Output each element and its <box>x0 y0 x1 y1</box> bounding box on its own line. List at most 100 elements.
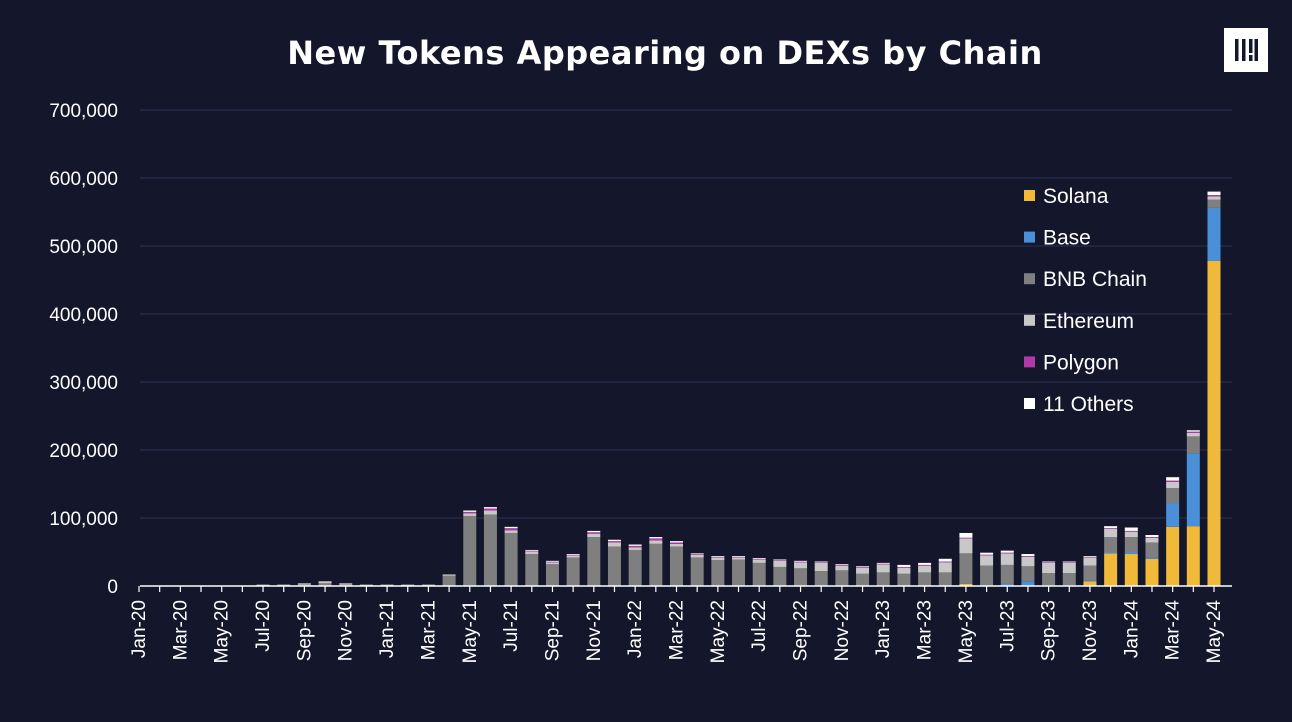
bar-segment <box>732 559 746 586</box>
bar-segment <box>545 561 559 563</box>
x-tick-label: Jul-21 <box>501 600 522 652</box>
bar-stack-Mar-23 <box>918 562 932 586</box>
bar-stack-Nov-21 <box>587 530 601 586</box>
bar-segment <box>711 560 725 586</box>
bar-segment <box>856 567 870 574</box>
x-tick-label: Sep-23 <box>1039 600 1060 661</box>
bar-segment <box>1145 537 1159 543</box>
x-tick-label: Jul-23 <box>997 600 1018 652</box>
bar-segment <box>463 511 477 514</box>
bar-stack-Feb-23 <box>897 564 911 586</box>
bar-segment <box>876 562 890 564</box>
bar-segment <box>876 572 890 586</box>
bar-segment <box>1207 207 1221 261</box>
bar-stack-Oct-21 <box>566 554 580 586</box>
x-tick-label: Mar-24 <box>1163 600 1184 661</box>
bar-segment <box>525 549 539 551</box>
bar-segment <box>835 565 849 571</box>
bar-segment <box>918 565 932 573</box>
bar-segment <box>980 555 994 566</box>
legend-item: 11 Others <box>1024 393 1134 416</box>
y-tick-label: 0 <box>107 577 118 598</box>
x-tick-label: May-20 <box>212 600 233 663</box>
legend-item: Ethereum <box>1024 310 1134 333</box>
bar-segment <box>959 538 973 554</box>
bar-segment <box>1124 537 1138 552</box>
bar-segment <box>752 559 766 563</box>
y-tick-label: 700,000 <box>49 101 118 122</box>
bar-segment <box>1042 573 1056 586</box>
bar-segment <box>938 572 952 586</box>
bar-segment <box>1166 481 1180 489</box>
bar-segment <box>1000 552 1014 554</box>
bar-stack-Jun-21 <box>483 507 497 586</box>
bar-segment <box>1186 431 1200 433</box>
bar-segment <box>690 554 704 558</box>
bar-stack-Jul-21 <box>504 526 518 586</box>
bar-segment <box>483 510 497 515</box>
bar-segment <box>918 562 932 565</box>
bar-segment <box>1062 573 1076 586</box>
x-tick-label: Mar-21 <box>418 600 439 660</box>
bar-segment <box>545 562 559 565</box>
bar-stack-Sep-22 <box>794 560 808 586</box>
bar-segment <box>1042 562 1056 574</box>
bar-segment <box>670 543 683 547</box>
bar-stack-Jul-23 <box>1000 550 1014 586</box>
bar-segment <box>1104 526 1118 529</box>
bar-segment <box>1207 196 1221 200</box>
bar-segment <box>525 551 539 555</box>
bar-segment <box>421 584 435 586</box>
bar-segment <box>566 554 580 556</box>
bar-segment <box>980 565 994 586</box>
bar-segment <box>566 554 580 555</box>
bar-segment <box>1145 558 1159 586</box>
legend: Solana Base BNB Chain Ethereum Polygon 11 Oth… <box>1024 185 1147 416</box>
bar-segment <box>1000 583 1014 586</box>
bar-segment <box>897 567 911 574</box>
bar-segment <box>339 583 353 585</box>
bar-segment <box>732 557 746 560</box>
bar-segment <box>938 558 952 562</box>
bar-segment <box>711 556 725 558</box>
bar-segment <box>1166 503 1180 527</box>
bar-segment <box>814 571 828 586</box>
bar-segment <box>628 547 642 550</box>
x-tick-label: Mar-20 <box>170 600 191 660</box>
bar-segment <box>732 556 746 558</box>
bar-segment <box>835 570 849 586</box>
bar-segment <box>401 584 415 586</box>
grid-lines <box>140 109 1232 519</box>
bar-segment <box>566 557 580 586</box>
y-tick-label: 400,000 <box>49 305 118 326</box>
bar-segment <box>1186 526 1200 586</box>
bar-segment <box>504 532 518 586</box>
x-tick-label: May-21 <box>460 600 481 663</box>
bar-segment <box>752 558 766 560</box>
bar-stack-Apr-21 <box>442 574 456 586</box>
bar-segment <box>525 550 539 552</box>
bar-segment <box>897 564 911 567</box>
bar-segment <box>959 583 973 586</box>
chart-title: New Tokens Appearing on DEXs by Chain <box>287 34 1043 72</box>
bar-stack-May-23 <box>959 532 973 586</box>
bar-segment <box>1166 480 1180 482</box>
x-tick-label: Jan-20 <box>129 600 150 658</box>
bar-segment <box>607 541 621 543</box>
bar-segment <box>794 560 808 562</box>
bar-stack-Jan-22 <box>628 544 642 586</box>
bar-stack-May-24 <box>1207 191 1221 586</box>
bar-segment <box>856 573 870 586</box>
bar-segment <box>1166 526 1180 586</box>
bar-stack-May-22 <box>711 556 725 586</box>
x-tick-label: Jan-24 <box>1121 600 1142 659</box>
x-axis: Jan-20 Mar-20 May-20 Jul-20 Sep-20 Nov-20 Jan-… <box>129 585 1232 663</box>
bar-segment <box>525 554 539 586</box>
x-tick-label: Sep-20 <box>294 600 315 661</box>
bar-segment <box>380 584 394 586</box>
bar-segment <box>980 552 994 555</box>
bar-segment <box>1021 566 1035 582</box>
bar-segment <box>628 544 642 546</box>
bar-segment <box>1000 553 1014 565</box>
legend-swatch <box>1024 231 1035 243</box>
